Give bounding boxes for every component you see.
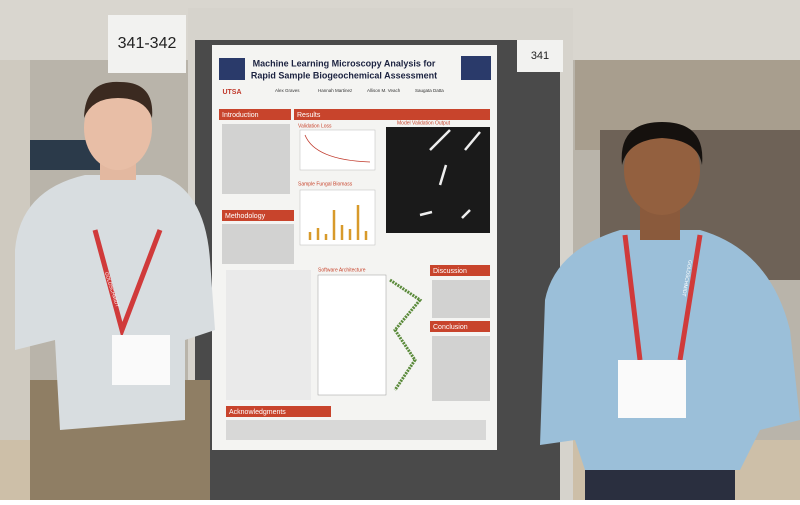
section-title: Conclusion [433,324,468,331]
logo-box [219,58,245,80]
text-block [222,124,490,440]
section-title: Results [297,112,321,119]
section-bar [226,406,331,417]
subhead: Software Architecture [318,267,366,273]
section-title: Methodology [225,213,266,220]
figure-hyphae [419,129,481,219]
section-bar [430,321,490,332]
figure-bars [308,205,368,240]
section-bar [219,109,291,120]
author: Alex Graves [275,88,300,93]
section-title: Discussion [433,268,467,275]
section-title: Introduction [222,112,259,119]
figure [317,274,387,396]
section-title: Acknowledgments [229,409,286,416]
figure [299,129,376,171]
logo-box [461,56,491,80]
figure [226,270,311,400]
author: Allison M. Veach [367,88,401,93]
figure-tree [389,278,423,391]
shirt [540,230,800,470]
subhead: Model Validation Output [397,120,451,126]
sign-right [517,40,563,72]
section-bar [294,109,490,120]
poster-title: Machine Learning Microscopy Analysis for [253,58,436,68]
figure [386,127,490,233]
hair [84,81,153,118]
poster-logo: UTSA [222,89,241,96]
author: Saugata Datta [415,88,444,93]
hair [621,122,703,165]
section-bar [430,265,490,276]
sign-left-text: 341-342 [118,35,177,52]
sign-left [108,15,186,73]
section-bar [222,210,294,221]
figure [299,189,376,246]
sign-right-text: 341 [531,50,549,62]
figure-curve [304,134,371,163]
subhead: Validation Loss [298,123,332,129]
badge [618,360,686,418]
head [84,86,152,170]
lanyard [622,234,703,361]
author: Hannah Martinez [318,88,353,93]
lanyard [92,229,163,339]
head [624,125,700,215]
subhead: Sample Fungal Biomass [298,181,353,187]
poster-title: Rapid Sample Biogeochemical Assessment [251,70,437,80]
badge [112,335,170,385]
